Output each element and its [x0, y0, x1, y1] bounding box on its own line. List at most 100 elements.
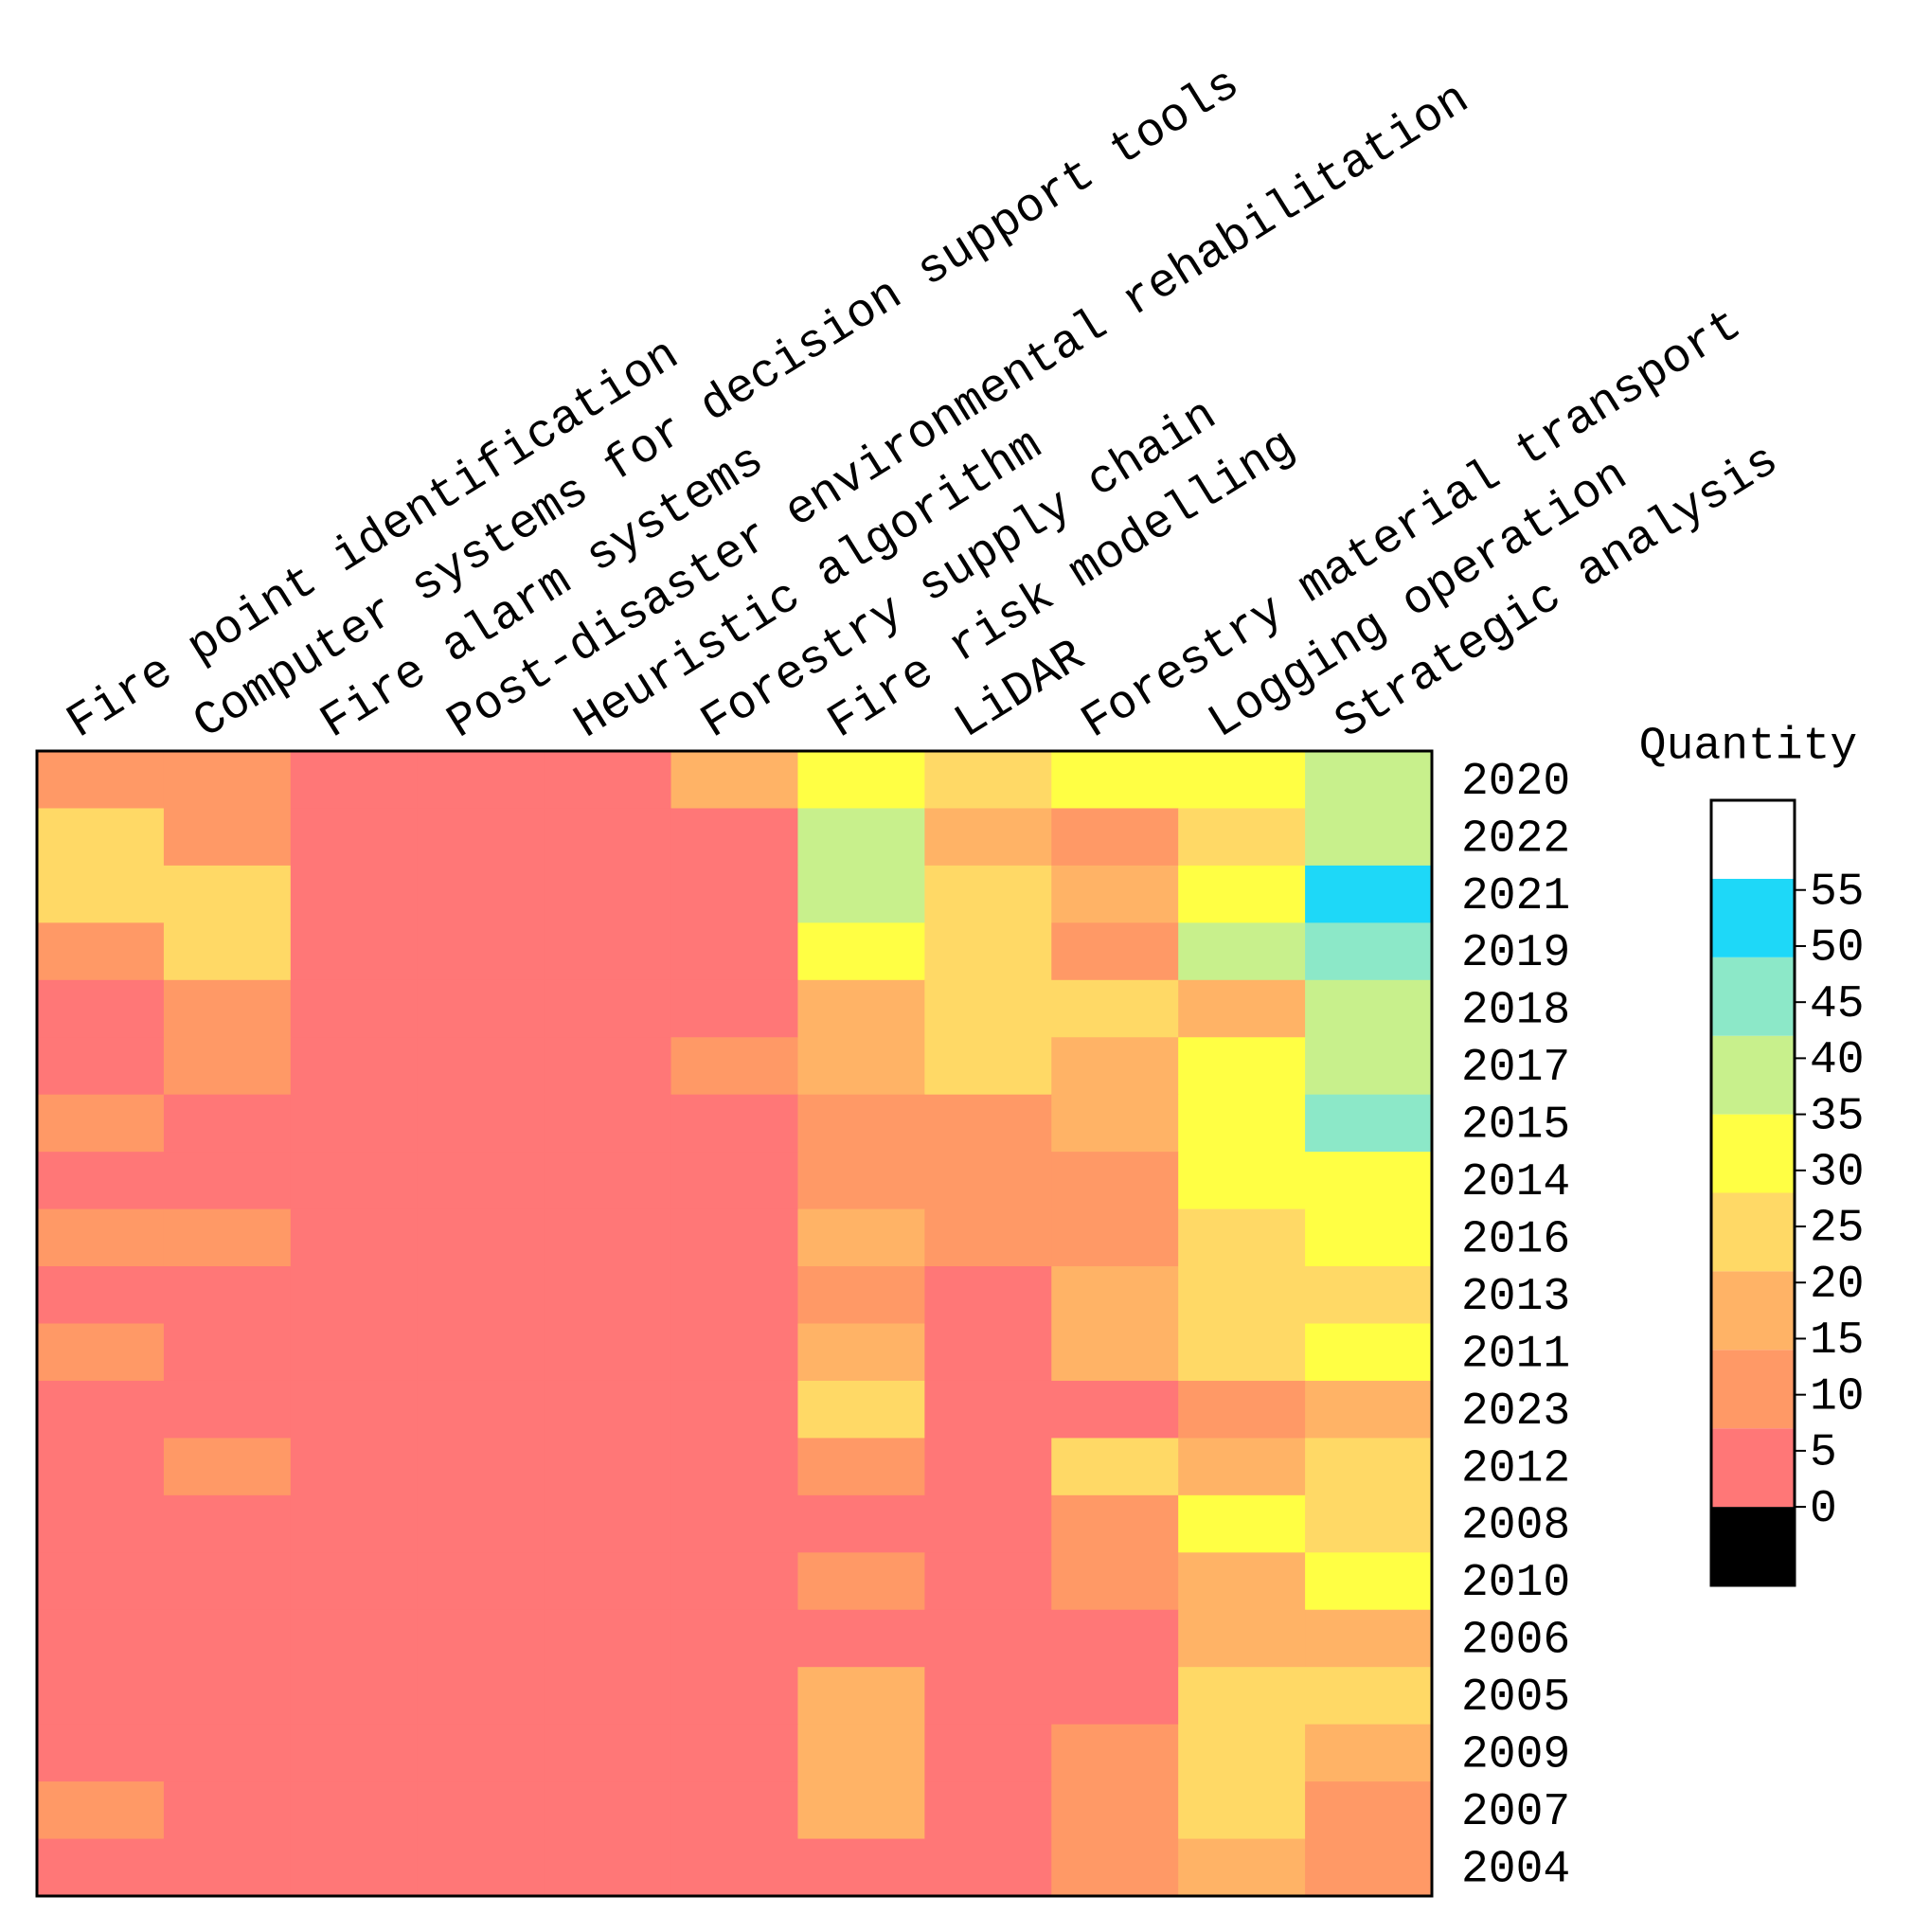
heatmap-cell	[37, 1838, 165, 1897]
heatmap-cell	[670, 979, 798, 1038]
heatmap-cell	[544, 1323, 672, 1382]
heatmap-cell	[37, 1667, 165, 1726]
heatmap-cell	[544, 1152, 672, 1210]
heatmap-cell	[290, 1838, 419, 1897]
heatmap-cell	[1305, 865, 1433, 923]
row-label: 2019	[1461, 928, 1570, 979]
row-label: 2020	[1461, 757, 1570, 808]
heatmap-cell	[670, 1094, 798, 1153]
heatmap-cell	[1051, 1323, 1179, 1382]
heatmap-cell	[163, 865, 292, 923]
row-label: 2008	[1461, 1501, 1570, 1552]
heatmap-cell	[37, 1552, 165, 1611]
heatmap-cell	[290, 865, 419, 923]
heatmap-cell	[544, 1094, 672, 1153]
heatmap-cell	[1178, 1266, 1306, 1324]
heatmap-cell	[417, 979, 545, 1038]
heatmap-cell	[1178, 1494, 1306, 1553]
heatmap-cell	[163, 751, 292, 809]
heatmap-cell	[417, 865, 545, 923]
heatmap-cell	[290, 1552, 419, 1611]
heatmap-cell	[924, 1724, 1052, 1782]
heatmap-cell	[417, 1838, 545, 1897]
heatmap-cell	[544, 1552, 672, 1611]
heatmap-cell	[290, 1094, 419, 1153]
heatmap-cell	[163, 1323, 292, 1382]
heatmap-cell	[1305, 1552, 1433, 1611]
heatmap-cell	[290, 1152, 419, 1210]
heatmap-cell	[163, 1552, 292, 1611]
heatmap-cell	[1051, 1266, 1179, 1324]
heatmap-cell	[417, 922, 545, 981]
heatmap-cell	[924, 1037, 1052, 1096]
heatmap-cell	[1051, 1438, 1179, 1496]
heatmap-cell	[797, 1724, 925, 1782]
colorbar-segment	[1711, 1271, 1795, 1351]
heatmap-cell	[37, 1724, 165, 1782]
heatmap-cell	[163, 1094, 292, 1153]
heatmap-cell	[37, 1438, 165, 1496]
heatmap-cell	[163, 922, 292, 981]
heatmap-cell	[417, 808, 545, 867]
heatmap-cell	[1178, 808, 1306, 867]
heatmap-cell	[37, 1609, 165, 1668]
heatmap-cell	[670, 1208, 798, 1267]
heatmap-cell	[797, 1838, 925, 1897]
heatmap-cell	[924, 808, 1052, 867]
heatmap-cell	[290, 1323, 419, 1382]
heatmap-cell	[1051, 1838, 1179, 1897]
heatmap-cell	[1305, 808, 1433, 867]
heatmap-cell	[163, 1609, 292, 1668]
heatmap-cell	[544, 1667, 672, 1726]
heatmap-cell	[1051, 751, 1179, 809]
heatmap-cell	[290, 1037, 419, 1096]
heatmap-cell	[544, 808, 672, 867]
row-label: 2014	[1461, 1157, 1570, 1208]
heatmap-cell	[670, 1609, 798, 1668]
heatmap-cell	[1051, 1667, 1179, 1726]
heatmap-cell	[1051, 979, 1179, 1038]
heatmap-cell	[670, 1152, 798, 1210]
row-label: 2021	[1461, 871, 1570, 922]
heatmap-cell	[37, 1094, 165, 1153]
heatmap-cell	[1178, 1380, 1306, 1439]
heatmap-cell	[797, 1781, 925, 1840]
heatmap-cell	[1178, 1609, 1306, 1668]
heatmap-cell	[1305, 1094, 1433, 1153]
heatmap-cell	[37, 1323, 165, 1382]
colorbar-segment	[1711, 1192, 1795, 1272]
heatmap-cell	[924, 865, 1052, 923]
heatmap-cell	[37, 1037, 165, 1096]
heatmap-cell	[1051, 922, 1179, 981]
row-label: 2009	[1461, 1730, 1570, 1781]
colorbar-segment	[1711, 1507, 1795, 1585]
heatmap-cell	[1051, 1152, 1179, 1210]
heatmap-cell	[544, 979, 672, 1038]
heatmap-cell	[1305, 1323, 1433, 1382]
colorbar-border	[1709, 798, 1796, 1587]
colorbar-tick-label: 5	[1810, 1428, 1837, 1479]
heatmap-cell	[37, 1208, 165, 1267]
heatmap-cell	[797, 808, 925, 867]
heatmap-cell	[1305, 1609, 1433, 1668]
heatmap-cell	[163, 1208, 292, 1267]
colorbar-tick-label: 40	[1810, 1035, 1865, 1086]
heatmap-cell	[1051, 865, 1179, 923]
colorbar-tick-label: 55	[1810, 867, 1865, 918]
heatmap-cell	[163, 1152, 292, 1210]
colorbar-tick-label: 20	[1810, 1260, 1865, 1311]
heatmap-cell	[290, 922, 419, 981]
heatmap-cell	[1051, 1037, 1179, 1096]
row-label: 2015	[1461, 1100, 1570, 1152]
heatmap-cell	[37, 1781, 165, 1840]
heatmap-cell	[1305, 1266, 1433, 1324]
heatmap-cell	[1305, 1152, 1433, 1210]
heatmap-cell	[924, 1609, 1052, 1668]
heatmap-cell	[924, 1266, 1052, 1324]
heatmap-cell	[290, 751, 419, 809]
heatmap-cell	[670, 1667, 798, 1726]
heatmap-cell	[544, 751, 672, 809]
colorbar-tick-label: 15	[1810, 1315, 1865, 1367]
colorbar-segment	[1711, 957, 1795, 1036]
heatmap-cell	[1051, 1380, 1179, 1439]
